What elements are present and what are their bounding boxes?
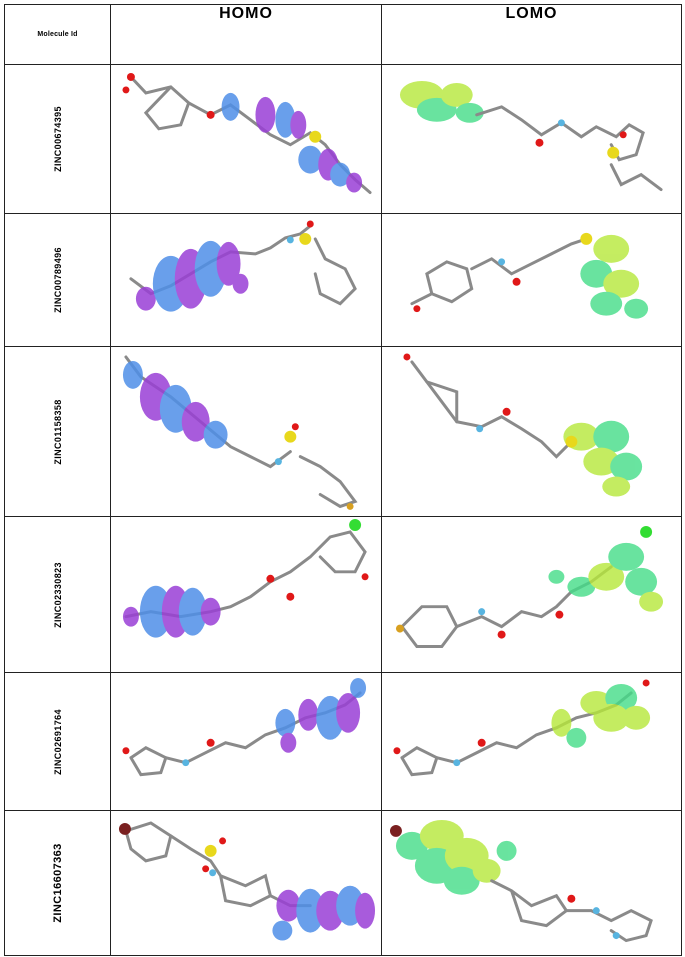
molecular-orbital-table: Molecule Id HOMO LOMO ZINC00674395: [4, 4, 682, 956]
lumo-orbital-render: [399, 80, 663, 192]
lumo-orbital-image: [381, 516, 682, 673]
table-row: ZINC02691764: [4, 671, 682, 812]
homo-orbital-render: [122, 355, 358, 510]
table-row: ZINC00674395: [4, 64, 682, 214]
lumo-orbital-render: [410, 232, 649, 319]
homo-orbital-render: [122, 519, 369, 639]
lumo-orbital-render: [403, 353, 643, 497]
molecule-id-label: ZINC02330823: [52, 561, 63, 628]
homo-header: HOMO: [110, 4, 382, 65]
molecule-id-label: ZINC01158358: [52, 399, 63, 465]
homo-orbital-image: [110, 516, 382, 673]
homo-orbital-render: [129, 219, 357, 312]
molecule-id-cell: ZINC00789496: [4, 212, 111, 348]
molecule-id-cell: ZINC02691764: [4, 671, 111, 812]
molecule-id-cell: ZINC01158358: [4, 346, 111, 518]
homo-orbital-image: [110, 346, 382, 518]
lumo-orbital-render: [393, 679, 651, 777]
molecule-id-label: ZINC02691764: [52, 708, 63, 775]
homo-orbital-image: [110, 64, 382, 214]
table-row: ZINC02330823: [4, 516, 682, 673]
molecule-id-header: Molecule Id: [4, 4, 111, 65]
molecule-id-cell: ZINC02330823: [4, 516, 111, 673]
lumo-orbital-render: [389, 820, 653, 943]
lumo-orbital-image: [381, 346, 682, 518]
lumo-orbital-image: [381, 212, 682, 348]
lumo-orbital-image: [381, 671, 682, 812]
homo-orbital-image: [110, 671, 382, 812]
table-row: ZINC01158358: [4, 346, 682, 518]
homo-orbital-image: [110, 810, 382, 956]
header-row: Molecule Id HOMO LOMO: [4, 4, 682, 65]
molecule-id-cell: ZINC00674395: [4, 64, 111, 214]
table-row: ZINC16607363: [4, 810, 682, 956]
table-row: ZINC00789496: [4, 212, 682, 348]
molecule-id-label: ZINC00789496: [52, 246, 63, 313]
lumo-orbital-render: [395, 526, 664, 649]
lumo-orbital-image: [381, 810, 682, 956]
molecule-id-label: ZINC00674395: [52, 105, 63, 172]
lumo-header: LOMO: [381, 4, 682, 65]
homo-orbital-render: [118, 821, 376, 942]
homo-orbital-image: [110, 212, 382, 348]
homo-orbital-render: [122, 72, 372, 195]
molecule-id-label: ZINC16607363: [51, 843, 64, 923]
lumo-orbital-image: [381, 64, 682, 214]
molecule-id-cell: ZINC16607363: [4, 810, 111, 956]
homo-orbital-render: [122, 677, 367, 777]
